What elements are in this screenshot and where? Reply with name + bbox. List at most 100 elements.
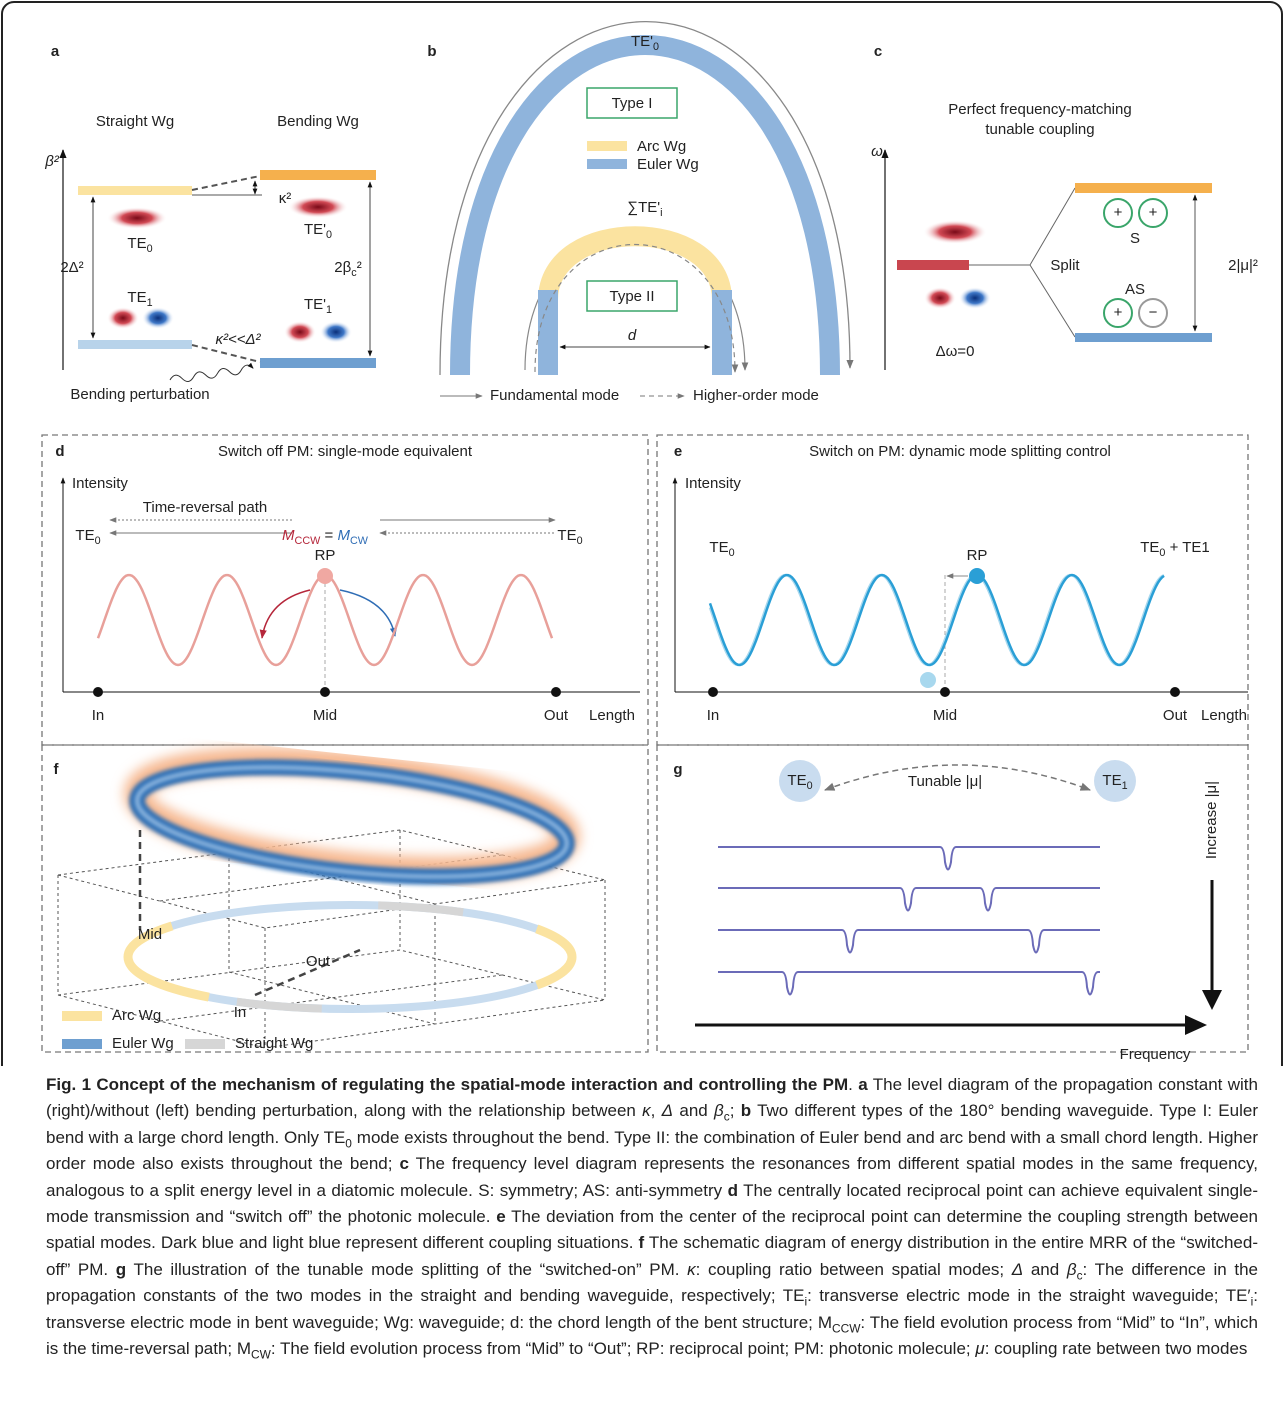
text-run: 0 <box>95 535 101 547</box>
label: RP <box>315 547 336 564</box>
caption-run: a <box>858 1075 867 1094</box>
label: TE0 + TE1 <box>1140 539 1210 559</box>
label: TE0 <box>75 527 100 547</box>
text-run: TE <box>1140 539 1159 556</box>
caption-run: β <box>714 1101 724 1120</box>
label: TE0 <box>557 527 582 547</box>
text-run: TE <box>127 289 146 306</box>
label: − <box>1149 304 1158 321</box>
figure: aStraight WgBending Wgβ²TE0TE'0TE1TE'1κ²… <box>0 0 1284 1066</box>
label: Switch on PM: dynamic mode splitting con… <box>809 443 1111 460</box>
label: Mid <box>138 926 162 943</box>
text-run: M <box>282 527 295 544</box>
text-run: + TE1 <box>1165 539 1209 556</box>
text-run: 0 <box>653 41 659 53</box>
label: Type II <box>609 288 654 305</box>
label: ∑TE'i <box>627 199 662 219</box>
text-run: 1 <box>1122 780 1128 792</box>
text-run: TE' <box>631 33 653 50</box>
caption-run: : transverse electric mode in the straig… <box>807 1286 1251 1305</box>
label: TE0 <box>127 235 152 255</box>
label: Euler Wg <box>112 1035 174 1052</box>
panel-letter: b <box>427 43 436 60</box>
text-run: TE' <box>304 221 326 238</box>
text-run: TE <box>75 527 94 544</box>
panel-c-shapes <box>885 150 1212 370</box>
caption-run: μ <box>975 1339 984 1358</box>
caption-run: Fig. 1 Concept of the mechanism of regul… <box>46 1075 848 1094</box>
caption-run: Δ <box>662 1101 673 1120</box>
label: d <box>628 327 637 344</box>
label: Bending perturbation <box>70 386 209 403</box>
text-run: 0 <box>729 547 735 559</box>
panel-g-shapes <box>695 760 1222 1035</box>
label: + <box>1114 204 1123 221</box>
caption-run: b <box>741 1101 751 1120</box>
label: Out <box>306 953 331 970</box>
panel-letter: a <box>51 43 60 60</box>
text-run: M <box>337 527 350 544</box>
label: Fundamental mode <box>490 387 619 404</box>
wave <box>710 575 1164 665</box>
label: Higher-order mode <box>693 387 819 404</box>
label: Length <box>589 707 635 724</box>
caption-run: CW <box>251 1347 271 1361</box>
label: 2βc² <box>334 259 361 279</box>
label: Out <box>544 707 569 724</box>
label: AS <box>1125 281 1145 298</box>
caption-run: g <box>116 1260 126 1279</box>
label: Straight Wg <box>96 113 174 130</box>
label: TE'1 <box>304 296 332 316</box>
label: κ²<<Δ² <box>215 331 261 348</box>
label: Time-reversal path <box>143 499 267 516</box>
rp-markers <box>317 568 985 688</box>
text-run: = <box>320 527 337 544</box>
caption: Fig. 1 Concept of the mechanism of regul… <box>46 1072 1258 1362</box>
label: Straight Wg <box>235 1035 313 1052</box>
label: Perfect frequency-matching <box>948 101 1131 118</box>
label: Intensity <box>72 475 128 492</box>
text-run: 2β <box>334 259 351 276</box>
label: Δω=0 <box>936 343 975 360</box>
text-run: 1 <box>326 304 332 316</box>
text-run: ∑TE' <box>627 199 660 216</box>
text-run: TE <box>557 527 576 544</box>
text-run: 0 <box>147 243 153 255</box>
text-run: CCW <box>295 535 322 547</box>
label: Switch off PM: single-mode equivalent <box>218 443 473 460</box>
label: TE1 <box>127 289 152 309</box>
panel-letter: c <box>874 43 882 60</box>
text-run: TE <box>1102 772 1121 789</box>
text-run: TE <box>127 235 146 252</box>
label: Arc Wg <box>637 138 686 155</box>
panel-letter: f <box>54 761 60 778</box>
caption-run: The illustration of the tunable mode spl… <box>126 1260 687 1279</box>
label: Type I <box>612 95 653 112</box>
text-run: 1 <box>147 297 153 309</box>
label: Out <box>1163 707 1188 724</box>
label: Mid <box>933 707 957 724</box>
caption-run: Δ <box>1012 1260 1023 1279</box>
text-run: TE <box>787 772 806 789</box>
label: In <box>92 707 105 724</box>
label: TE0 <box>709 539 734 559</box>
panel-letter: e <box>674 443 682 460</box>
caption-run: and <box>1023 1260 1067 1279</box>
label: Euler Wg <box>637 156 699 173</box>
caption-run: κ <box>642 1101 651 1120</box>
caption-run: ; <box>730 1101 741 1120</box>
label: TE'0 <box>304 221 332 241</box>
label: Arc Wg <box>112 1007 161 1024</box>
label: κ² <box>279 190 292 207</box>
caption-run: CCW <box>832 1321 860 1335</box>
label: Length <box>1201 707 1247 724</box>
panel-a-shapes <box>63 150 376 384</box>
text-run: 0 <box>326 229 332 241</box>
label: Mid <box>313 707 337 724</box>
label: ω <box>871 143 883 160</box>
caption-run: 0 <box>345 1136 352 1150</box>
label: + <box>1114 304 1123 321</box>
label: β² <box>44 153 60 170</box>
label: In <box>707 707 720 724</box>
label: 2Δ² <box>60 259 83 276</box>
